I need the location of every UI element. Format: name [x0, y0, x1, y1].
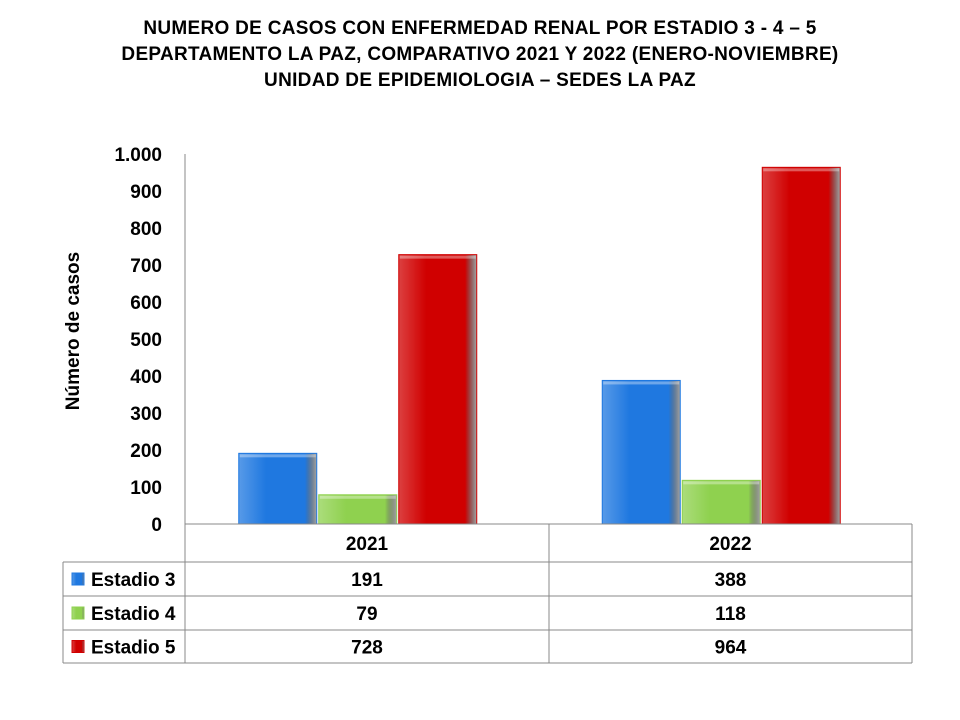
- bar-estadio-3-2021: [238, 452, 318, 525]
- table-value: 191: [351, 570, 383, 591]
- y-tick-label: 500: [130, 330, 162, 351]
- y-tick-label: 100: [130, 478, 162, 499]
- bar-estadio-4-2021: [318, 494, 398, 525]
- y-tick-label: 1.000: [114, 145, 162, 166]
- bar-highlight: [603, 381, 680, 385]
- bar-highlight: [399, 255, 476, 259]
- bar-highlight: [683, 481, 760, 485]
- axis-layer: 0 100 200 300 400 500 600 700 800 900 1.000 Número …: [63, 145, 186, 536]
- bar-estadio-5-2022: [761, 166, 841, 525]
- legend-key-estadio-4: [71, 606, 85, 620]
- legend-label: Estadio 3: [91, 570, 175, 591]
- chart-title-line-1: NUMERO DE CASOS CON ENFERMEDAD RENAL POR…: [143, 18, 817, 39]
- legend-key-estadio-3: [71, 572, 85, 586]
- y-tick-label: 300: [130, 404, 162, 425]
- category-label: 2022: [709, 534, 751, 555]
- bar-layer: [238, 166, 841, 525]
- legend-key-estadio-5: [71, 640, 85, 653]
- y-tick-label: 900: [130, 182, 162, 203]
- table-value: 118: [715, 604, 746, 625]
- bar-estadio-3-2022: [601, 379, 681, 525]
- y-tick-label: 700: [130, 256, 162, 277]
- table-value: 388: [715, 570, 747, 591]
- chart-title: NUMERO DE CASOS CON ENFERMEDAD RENAL POR…: [0, 16, 960, 94]
- table-value: 964: [715, 638, 747, 659]
- table-value: 728: [351, 638, 383, 659]
- bar-estadio-4-2022: [681, 479, 761, 525]
- y-tick-label: 600: [130, 293, 162, 314]
- data-table: 2021 2022 Estadio 3 191 388 Estadio 4 79 118 Est…: [62, 523, 913, 664]
- y-axis-label: Número de casos: [63, 252, 84, 410]
- bar-estadio-5-2021: [398, 254, 478, 525]
- category-label: 2021: [346, 534, 389, 555]
- y-tick-label: 400: [130, 367, 162, 388]
- legend-label: Estadio 5: [91, 638, 176, 659]
- chart-title-line-2: DEPARTAMENTO LA PAZ, COMPARATIVO 2021 Y …: [121, 44, 839, 65]
- table-value: 79: [356, 604, 377, 625]
- y-tick-label: 800: [130, 219, 162, 240]
- y-tick-label: 0: [151, 515, 162, 536]
- legend-label: Estadio 4: [91, 604, 176, 625]
- y-tick-label: 200: [130, 441, 162, 462]
- bar-highlight: [239, 454, 316, 458]
- chart-title-line-3: UNIDAD DE EPIDEMIOLOGIA – SEDES LA PAZ: [264, 70, 696, 91]
- bar-highlight: [763, 168, 840, 172]
- bar-highlight: [319, 495, 396, 499]
